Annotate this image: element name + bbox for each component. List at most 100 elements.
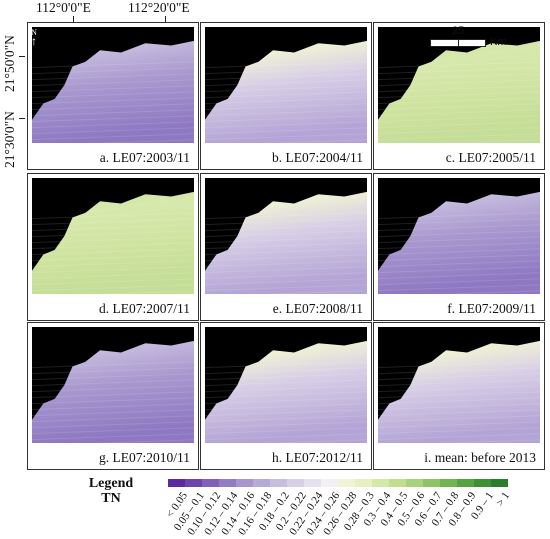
scanline-stripe xyxy=(378,373,540,381)
scanline-stripe xyxy=(32,85,194,93)
map-panel: f. LE07:2009/11 xyxy=(373,173,545,321)
map-panel: i. mean: before 2013 xyxy=(373,322,545,470)
legend-swatch xyxy=(406,479,423,487)
scanline-stripe xyxy=(32,397,194,405)
scanline-stripe xyxy=(32,266,194,274)
scanline-stripe xyxy=(205,212,367,220)
longitude-label-2: 112°20'0"E xyxy=(128,0,190,15)
latitude-label-2: 21°30'0"N xyxy=(2,111,17,168)
scanline-stripe xyxy=(205,367,367,375)
scanline-stripe xyxy=(378,218,540,226)
legend-swatch xyxy=(338,479,355,487)
legend-swatch xyxy=(440,479,457,487)
map-panel: e. LE07:2008/11 xyxy=(200,173,372,321)
scanline-stripe xyxy=(32,427,194,435)
scanline-stripe xyxy=(32,67,194,75)
scanline-stripe xyxy=(32,230,194,238)
scanline-stripe xyxy=(378,103,540,111)
scanline-stripe xyxy=(205,373,367,381)
scanline-stripe xyxy=(32,109,194,117)
scanline-stripe xyxy=(205,73,367,81)
scanline-stripe xyxy=(378,385,540,393)
scanline-stripe xyxy=(205,361,367,369)
tn-raster-map xyxy=(378,178,540,294)
scanline-stripe xyxy=(205,67,367,75)
scanline-stripe xyxy=(90,139,194,143)
scanline-stripe xyxy=(205,254,367,262)
scanline-stripe xyxy=(205,421,367,429)
scanline-stripe xyxy=(378,242,540,250)
legend-swatch xyxy=(372,479,389,487)
scanline-stripe xyxy=(32,248,194,256)
scanline-stripe xyxy=(378,224,540,232)
scanline-stripe xyxy=(378,127,540,135)
legend-swatch xyxy=(253,479,270,487)
scanline-stripe xyxy=(378,73,540,81)
scanline-stripe xyxy=(205,85,367,93)
legend-swatch xyxy=(270,479,287,487)
scanline-stripe xyxy=(32,433,194,441)
scanline-stripe xyxy=(32,73,194,81)
tn-raster-map xyxy=(378,327,540,443)
scanline-stripe xyxy=(378,212,540,220)
tn-raster-map xyxy=(205,178,367,294)
scanline-stripe xyxy=(205,397,367,405)
scanline-stripe xyxy=(378,397,540,405)
panel-caption: b. LE07:2004/11 xyxy=(272,150,363,165)
scale-bar-mid xyxy=(431,40,459,46)
scanline-stripe xyxy=(32,127,194,135)
latitude-tick-1 xyxy=(19,56,25,57)
scanline-stripe xyxy=(378,260,540,268)
map-panel: g. LE07:2010/11 xyxy=(27,322,199,470)
panel-caption: h. LE07:2012/11 xyxy=(272,450,363,465)
legend-swatch xyxy=(457,479,474,487)
scanline-stripe xyxy=(90,439,194,443)
scanline-stripe xyxy=(378,109,540,117)
scanline-stripe xyxy=(205,242,367,250)
land-mask xyxy=(205,178,367,271)
tn-raster-map xyxy=(32,27,194,143)
scanline-stripe xyxy=(205,61,367,69)
legend-swatch xyxy=(287,479,304,487)
scanline-stripe xyxy=(378,97,540,105)
map-panel: h. LE07:2012/11 xyxy=(200,322,372,470)
scanline-stripe xyxy=(205,115,367,123)
scanline-stripe xyxy=(205,97,367,105)
latitude-label-1: 21°50'0"N xyxy=(2,35,17,92)
scanline-stripe xyxy=(378,433,540,441)
scanline-stripe xyxy=(32,284,194,292)
scanline-stripe xyxy=(378,115,540,123)
scanline-stripe xyxy=(205,391,367,399)
scanline-stripe xyxy=(378,236,540,244)
land-mask xyxy=(32,327,194,420)
scanline-stripe xyxy=(32,61,194,69)
scanline-stripe xyxy=(378,230,540,238)
scanline-stripe xyxy=(32,373,194,381)
scanline-stripe xyxy=(32,415,194,423)
land-mask xyxy=(378,178,540,271)
legend-swatch xyxy=(355,479,372,487)
scanline-stripe xyxy=(32,97,194,105)
land-mask xyxy=(378,27,540,120)
scanline-stripe xyxy=(205,109,367,117)
scanline-stripe xyxy=(378,85,540,93)
scanline-stripe xyxy=(378,403,540,411)
legend-label: > 1 xyxy=(494,490,513,509)
tn-raster-map xyxy=(378,27,540,143)
scanline-stripe xyxy=(205,133,367,141)
legend-swatch xyxy=(491,479,508,487)
tn-raster-map xyxy=(32,178,194,294)
longitude-tick-2 xyxy=(165,16,166,22)
scanline-stripe xyxy=(205,403,367,411)
scanline-stripe xyxy=(205,266,367,274)
scanline-stripe xyxy=(378,361,540,369)
scale-bar-rect xyxy=(430,39,486,47)
scanline-stripe xyxy=(378,79,540,87)
scanline-stripe xyxy=(205,433,367,441)
legend-swatch xyxy=(185,479,202,487)
legend-swatch xyxy=(474,479,491,487)
scanline-stripe xyxy=(436,439,540,443)
scanline-stripe xyxy=(32,403,194,411)
legend-swatch xyxy=(389,479,406,487)
panel-caption: f. LE07:2009/11 xyxy=(447,301,536,316)
